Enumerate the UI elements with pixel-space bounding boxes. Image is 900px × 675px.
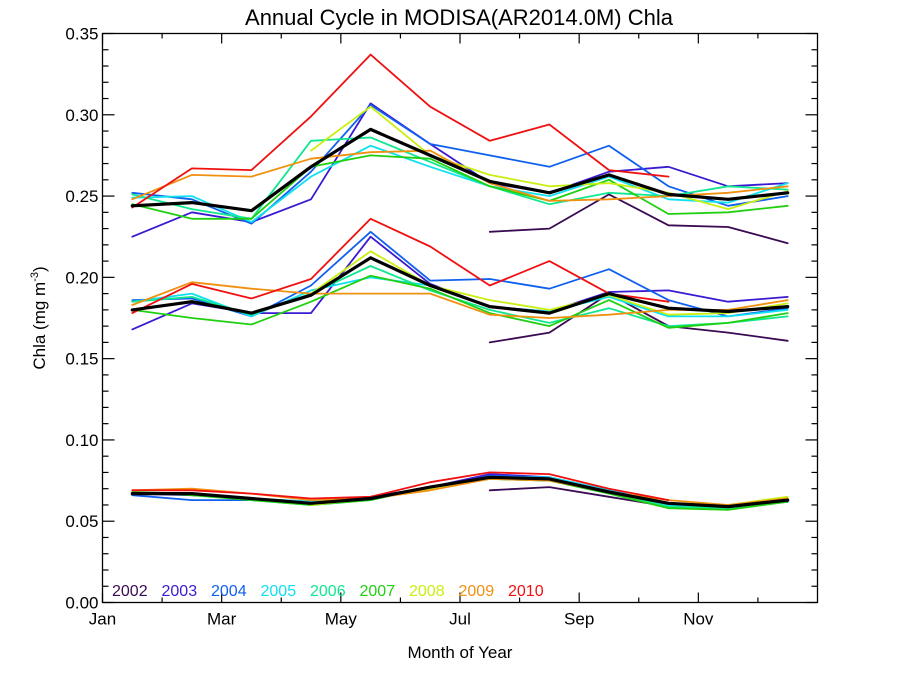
y-axis-label-prefix: Chla (mg m: [30, 282, 49, 370]
series-line-2008-upper: [310, 105, 789, 210]
plot-frame: [101, 32, 819, 604]
x-tick-label: Sep: [564, 610, 594, 629]
legend-entry-2004: 2004: [211, 583, 247, 600]
legend-entry-2009: 2009: [459, 583, 495, 600]
series-line-2005-upper: [131, 144, 789, 223]
x-tick-label: Jul: [449, 610, 471, 629]
series-line-2002-upper: [488, 193, 789, 245]
legend-entry-2010: 2010: [508, 583, 544, 600]
legend-entry-2008: 2008: [409, 583, 445, 600]
y-tick-label: 0.35: [65, 25, 98, 44]
series-line-2010-middle: [131, 217, 670, 314]
x-tick-label: Jan: [89, 610, 116, 629]
legend-entry-2003: 2003: [162, 583, 198, 600]
legend-entry-2007: 2007: [360, 583, 396, 600]
x-tick-label: Mar: [207, 610, 237, 629]
y-axis-label-exponent: -3: [29, 272, 41, 282]
y-tick-label: 0.05: [65, 512, 98, 531]
climatology-line-lower: [130, 475, 790, 509]
y-axis-ticks: 0.00 0.05 0.10 0.15 0.20 0.25 0.30 0.35: [65, 25, 818, 613]
chart-title: Annual Cycle in MODISA(AR2014.0M) Chla: [245, 5, 674, 30]
climatology-line-upper: [130, 127, 790, 213]
y-tick-label: 0.00: [65, 594, 98, 613]
x-axis-label: Month of Year: [408, 643, 513, 662]
y-tick-label: 0.15: [65, 350, 98, 369]
series-line-2003-middle: [131, 235, 789, 331]
legend-entry-2006: 2006: [310, 583, 346, 600]
y-tick-label: 0.10: [65, 431, 98, 450]
y-axis-label: Chla (mg m-3): [29, 266, 49, 369]
series-line-2008-middle: [310, 250, 789, 316]
series-line-2010-lower: [131, 471, 670, 501]
x-tick-label: May: [325, 610, 358, 629]
series-line-2007-upper: [131, 154, 789, 220]
x-axis-ticks: Jan Mar May Jul Sep Nov: [89, 33, 759, 629]
climatology-line-middle: [130, 256, 790, 315]
series-line-2010-upper: [131, 53, 670, 209]
series-layer: [130, 53, 790, 511]
legend: 2002 2003 2004 2005 2006 2007 2008 2009 2010: [112, 583, 544, 600]
legend-entry-2002: 2002: [112, 583, 148, 600]
y-axis-label-suffix: ): [30, 266, 49, 272]
y-tick-label: 0.20: [65, 268, 98, 287]
series-line-2007-middle: [131, 274, 789, 329]
y-tick-label: 0.25: [65, 187, 98, 206]
legend-entry-2005: 2005: [261, 583, 297, 600]
y-tick-label: 0.30: [65, 106, 98, 125]
series-line-2002-middle: [488, 292, 789, 344]
x-tick-label: Nov: [683, 610, 714, 629]
